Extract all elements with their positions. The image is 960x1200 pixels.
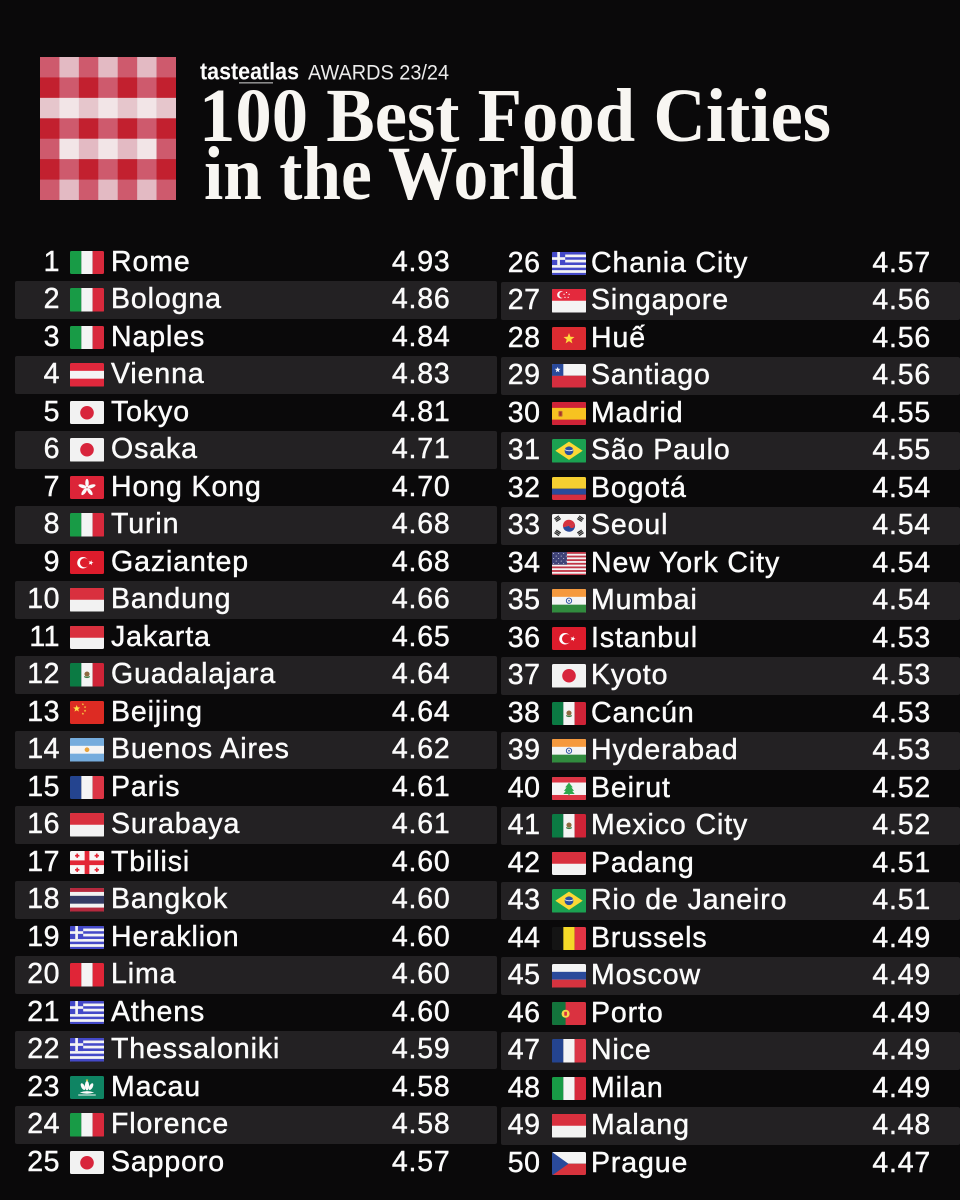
svg-text:tasteatlas: tasteatlas xyxy=(200,59,299,86)
svg-text:AWARDS 23/24: AWARDS 23/24 xyxy=(308,62,449,85)
svg-text:100 Best Food Cities: 100 Best Food Cities xyxy=(199,74,831,158)
svg-text:in the World: in the World xyxy=(204,132,577,216)
